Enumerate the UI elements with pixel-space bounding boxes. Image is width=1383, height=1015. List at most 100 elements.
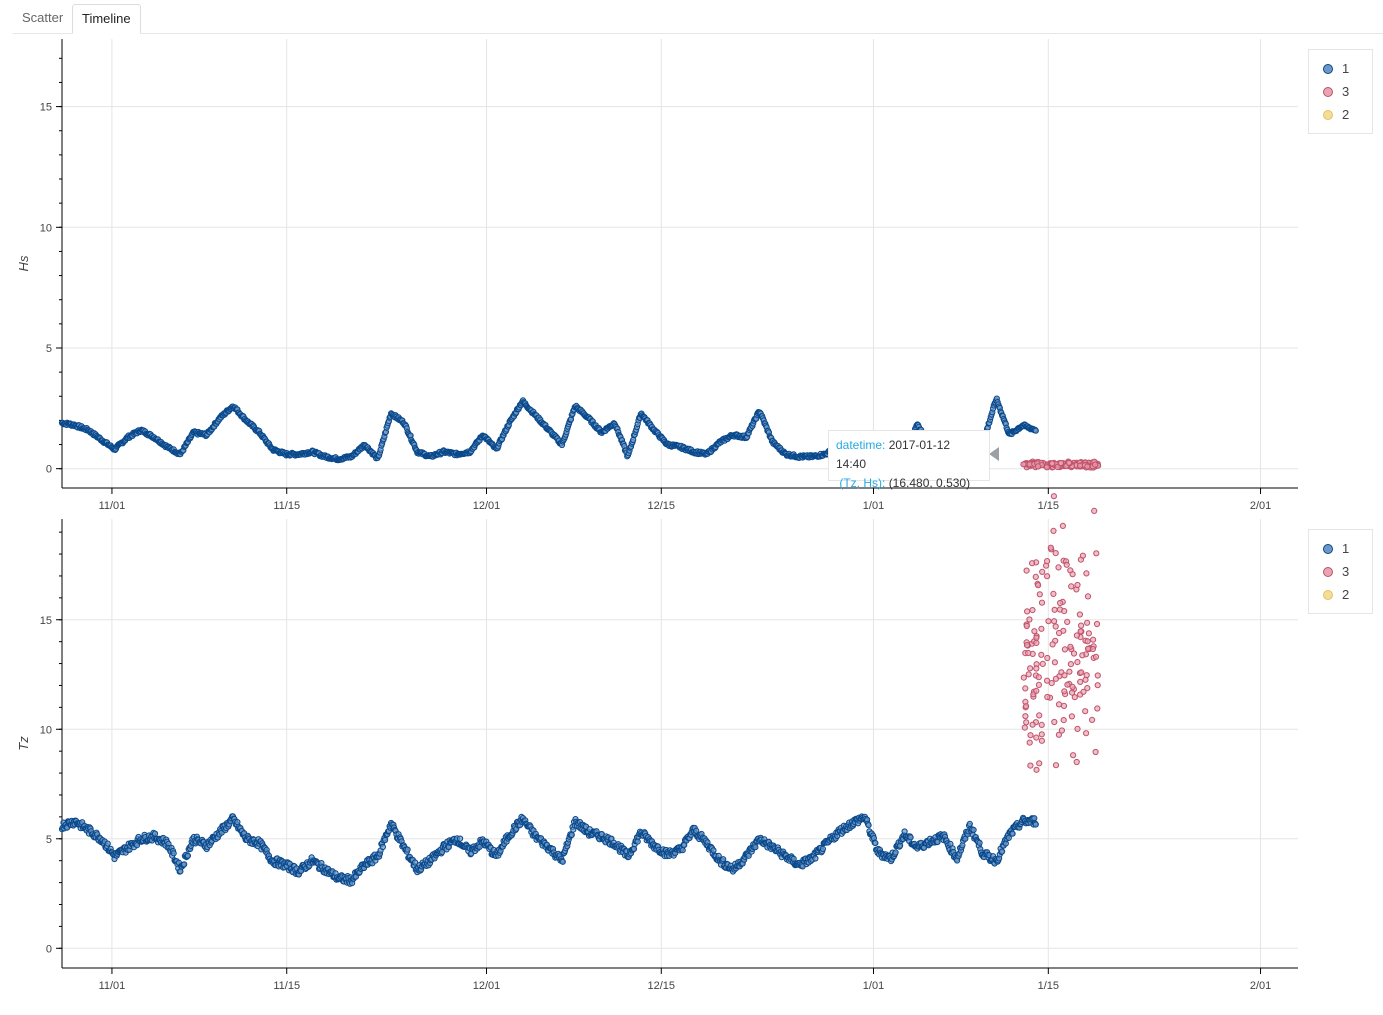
data-point-series-3 xyxy=(1038,599,1046,606)
data-point-series-3 xyxy=(1020,674,1027,681)
legend-item-3[interactable]: 3 xyxy=(1323,562,1349,582)
tab-scatter[interactable]: Scatter xyxy=(22,10,64,25)
data-point-series-3 xyxy=(1069,571,1076,578)
data-point-series-3 xyxy=(1052,675,1060,682)
data-point-series-3 xyxy=(1036,591,1043,598)
data-point-series-3 xyxy=(1071,694,1078,701)
data-point-series-3 xyxy=(1094,682,1101,689)
data-point-series-3 xyxy=(1090,636,1097,643)
legend-swatch-1 xyxy=(1323,63,1333,74)
data-point-series-1 xyxy=(559,858,566,865)
tab-timeline[interactable]: Timeline xyxy=(72,4,141,34)
data-point-series-1 xyxy=(1032,427,1039,434)
data-point-series-3 xyxy=(1023,719,1030,726)
data-point-series-3 xyxy=(1051,618,1058,625)
data-point-series-3 xyxy=(1074,659,1081,666)
data-point-series-3 xyxy=(1026,739,1033,746)
data-point-series-3 xyxy=(1039,568,1046,576)
data-point-series-3 xyxy=(1084,638,1091,645)
legend-item-3[interactable]: 3 xyxy=(1323,82,1349,102)
legend-item-1[interactable]: 1 xyxy=(1323,539,1349,559)
data-point-series-3 xyxy=(1080,688,1087,695)
hs-legend: 1 3 2 xyxy=(1308,49,1373,134)
x-tick-label: 2/01 xyxy=(1250,500,1271,512)
legend-label-3: 3 xyxy=(1342,84,1350,99)
data-point-series-3 xyxy=(1068,583,1075,590)
grid-lines xyxy=(62,519,1298,968)
data-point-series-3 xyxy=(1055,731,1063,738)
data-point-series-1 xyxy=(412,859,419,866)
data-point-series-3 xyxy=(1035,674,1042,681)
y-tick-label: 15 xyxy=(40,615,52,627)
data-point-series-3 xyxy=(1029,607,1036,614)
data-point-series-3 xyxy=(1024,608,1031,615)
series-3 xyxy=(1020,493,1101,773)
data-point-series-3 xyxy=(1063,561,1070,568)
data-point-series-3 xyxy=(1025,671,1032,678)
data-point-series-1 xyxy=(976,839,983,846)
data-point-series-1 xyxy=(382,836,389,844)
data-point-series-3 xyxy=(1022,713,1029,720)
data-point-series-3 xyxy=(1027,665,1034,672)
x-tick-label: 12/15 xyxy=(648,980,676,992)
y-tick-label: 0 xyxy=(46,943,52,955)
x-tick-label: 1/15 xyxy=(1038,980,1059,992)
data-point-series-3 xyxy=(1091,507,1098,514)
data-point-series-3 xyxy=(1027,762,1034,769)
hs-plot[interactable]: 0 5 10 15 11/01 11/15 12/01 12/15 1/01 1/15 2/01 Hs… xyxy=(0,0,1383,515)
data-point-series-3 xyxy=(1022,685,1029,692)
data-point-series-3 xyxy=(1073,758,1080,766)
data-point-series-3 xyxy=(1045,618,1052,625)
data-point-series-3 xyxy=(1064,681,1071,688)
legend-swatch-3 xyxy=(1323,566,1333,577)
data-point-series-3 xyxy=(1049,641,1056,648)
tz-plot[interactable]: 0 5 10 15 11/01 11/15 12/01 12/15 1/01 1/15 2/01 Tz… xyxy=(0,493,1383,1015)
data-point-series-3 xyxy=(1033,639,1040,647)
data-point-series-1 xyxy=(999,848,1006,855)
y-tick-label: 10 xyxy=(40,222,52,234)
data-point-series-3 xyxy=(1073,632,1081,639)
x-tick-label: 12/15 xyxy=(648,500,676,512)
y-axis-label: Hs xyxy=(16,255,31,271)
data-point-series-3 xyxy=(1044,573,1051,580)
data-point-series-1 xyxy=(568,831,575,838)
x-tick-label: 2/01 xyxy=(1250,980,1271,992)
data-point-series-3 xyxy=(1066,668,1073,675)
data-point-series-3 xyxy=(1023,622,1030,630)
series-3 xyxy=(1020,458,1102,471)
data-point-series-3 xyxy=(1038,721,1045,728)
data-point-series-1 xyxy=(170,850,177,857)
data-point-series-3 xyxy=(1050,493,1058,500)
data-point-series-3 xyxy=(1061,646,1069,653)
y-tick-label: 5 xyxy=(46,834,52,846)
tooltip-datetime-label: datetime: xyxy=(836,438,886,452)
tooltip-row-datetime: datetime: 2017-01-12 14:40 xyxy=(836,436,982,474)
y-axis-label: Tz xyxy=(16,736,31,751)
data-point-series-1 xyxy=(379,843,386,851)
data-point-series-3 xyxy=(1074,725,1081,732)
data-point-series-1 xyxy=(1032,821,1039,828)
data-point-series-3 xyxy=(1051,606,1058,613)
data-point-series-1 xyxy=(1031,815,1038,822)
data-point-series-3 xyxy=(1089,716,1096,723)
legend-label-3: 3 xyxy=(1342,564,1350,579)
data-point-series-3 xyxy=(1038,651,1045,658)
tab-bar: Scatter Timeline xyxy=(13,0,1383,34)
x-tick-label: 11/01 xyxy=(99,980,126,992)
data-point-series-1 xyxy=(901,828,908,835)
y-tick-label: 5 xyxy=(46,343,52,355)
legend-swatch-2 xyxy=(1323,109,1333,120)
data-point-series-3 xyxy=(1094,705,1101,712)
data-point-series-3 xyxy=(1058,727,1066,734)
data-point-series-3 xyxy=(1029,721,1036,728)
y-tick-label: 0 xyxy=(46,464,52,476)
legend-item-1[interactable]: 1 xyxy=(1323,59,1349,79)
data-point-series-3 xyxy=(1065,459,1073,466)
data-point-series-3 xyxy=(1083,570,1090,577)
data-point-series-1 xyxy=(693,827,700,834)
legend-item-2[interactable]: 2 xyxy=(1323,585,1349,605)
data-point-series-1 xyxy=(679,847,686,854)
legend-item-2[interactable]: 2 xyxy=(1323,105,1349,125)
legend-swatch-3 xyxy=(1323,86,1333,97)
data-point-series-3 xyxy=(1027,732,1034,739)
